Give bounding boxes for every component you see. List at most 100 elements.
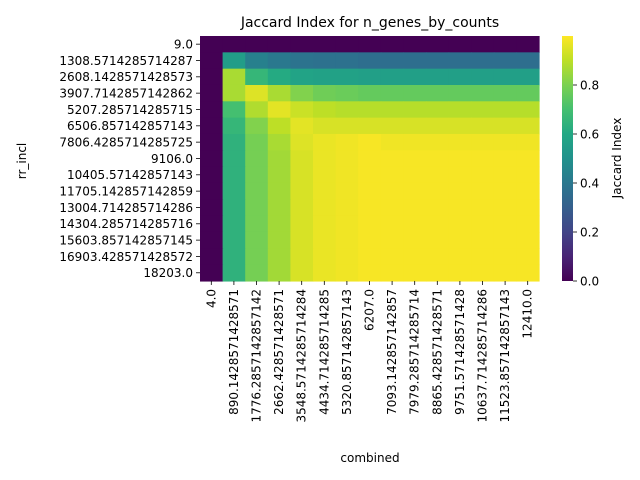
heatmap-cell	[493, 199, 517, 217]
heatmap-cell	[380, 68, 404, 86]
heatmap-cell	[403, 215, 427, 233]
heatmap-cell	[335, 68, 359, 86]
x-tick-label: 4.0	[204, 289, 218, 308]
heatmap-cell	[380, 84, 404, 102]
heatmap-cell	[516, 133, 540, 151]
heatmap-cell	[200, 199, 224, 217]
heatmap-cell	[516, 84, 540, 102]
heatmap-cell	[380, 182, 404, 200]
heatmap-cell	[200, 150, 224, 168]
heatmap-cell	[267, 68, 291, 86]
x-tick-label: 5320.857142857143	[340, 289, 354, 415]
heatmap-cell	[493, 248, 517, 266]
heatmap-cell	[448, 199, 472, 217]
x-tick-label: 1776.2857142857142	[250, 289, 264, 423]
heatmap-cell	[358, 117, 382, 135]
heatmap-cell	[471, 215, 495, 233]
heatmap-cell	[267, 231, 291, 249]
y-axis-label: rr_incl	[15, 143, 29, 180]
heatmap-cell	[313, 150, 337, 168]
heatmap-cell	[358, 68, 382, 86]
heatmap-cell	[245, 182, 269, 200]
y-tick-label: 16903.428571428572	[59, 250, 193, 264]
heatmap-cell	[358, 133, 382, 151]
heatmap-cell	[358, 182, 382, 200]
heatmap-cell	[403, 84, 427, 102]
heatmap-cell	[290, 199, 314, 217]
heatmap-cell	[335, 117, 359, 135]
heatmap-cell	[222, 264, 246, 282]
heatmap-cell	[380, 215, 404, 233]
heatmap-cell	[245, 248, 269, 266]
heatmap-cell	[200, 182, 224, 200]
heatmap-cell	[267, 215, 291, 233]
colorbar-ticks: 0.0 0.2 0.4 0.6 0.8	[573, 78, 599, 288]
heatmap-cell	[358, 248, 382, 266]
colorbar-tick-label: 0.6	[580, 127, 599, 141]
heatmap-cell	[403, 182, 427, 200]
heatmap-cell	[290, 36, 314, 53]
heatmap-cell	[493, 101, 517, 119]
x-tick-label: 890.1428571428571	[227, 289, 241, 415]
heatmap-cell	[267, 199, 291, 217]
heatmap-cell	[290, 52, 314, 70]
heatmap-cell	[426, 215, 450, 233]
heatmap-cell	[290, 133, 314, 151]
heatmap-cell	[448, 150, 472, 168]
heatmap-cell	[403, 36, 427, 53]
heatmap-cell	[448, 248, 472, 266]
heatmap-cell	[403, 52, 427, 70]
y-tick-label: 13004.714285714286	[59, 201, 193, 215]
heatmap-cell	[358, 150, 382, 168]
heatmap-cell	[200, 133, 224, 151]
heatmap-cell	[358, 264, 382, 282]
x-axis-ticks: 4.0 890.1428571428571 1776.2857142857142 26…	[204, 280, 535, 423]
heatmap-cell	[516, 150, 540, 168]
heatmap-cell	[222, 150, 246, 168]
heatmap-cell	[380, 248, 404, 266]
heatmap-cell	[335, 36, 359, 53]
heatmap-cell	[335, 182, 359, 200]
heatmap-cell	[267, 182, 291, 200]
heatmap-cell	[222, 182, 246, 200]
heatmap-cell	[448, 117, 472, 135]
heatmap-cells	[200, 36, 540, 282]
heatmap-cell	[200, 215, 224, 233]
x-tick-label: 3548.5714285714284	[295, 289, 309, 423]
heatmap-cell	[493, 133, 517, 151]
y-tick-label: 1308.5714285714287	[59, 54, 193, 68]
heatmap-cell	[493, 68, 517, 86]
heatmap-cell	[516, 68, 540, 86]
x-tick-label: 10637.714285714286	[476, 289, 490, 423]
heatmap-cell	[245, 101, 269, 119]
heatmap-cell	[516, 264, 540, 282]
heatmap-cell	[516, 199, 540, 217]
heatmap-cell	[200, 166, 224, 184]
heatmap-cell	[516, 248, 540, 266]
y-tick-label: 5207.285714285715	[67, 103, 193, 117]
heatmap-cell	[267, 36, 291, 53]
heatmap-cell	[222, 215, 246, 233]
heatmap-cell	[358, 52, 382, 70]
heatmap-cell	[448, 182, 472, 200]
heatmap-cell	[245, 52, 269, 70]
heatmap-cell	[448, 84, 472, 102]
heatmap-cell	[426, 166, 450, 184]
heatmap-cell	[335, 133, 359, 151]
colorbar-tick-label: 0.2	[580, 225, 599, 239]
heatmap-cell	[493, 150, 517, 168]
heatmap-cell	[380, 101, 404, 119]
heatmap-cell	[448, 133, 472, 151]
colorbar	[562, 36, 573, 281]
heatmap-cell	[471, 199, 495, 217]
heatmap-cell	[516, 166, 540, 184]
heatmap-cell	[380, 36, 404, 53]
heatmap-cell	[267, 84, 291, 102]
heatmap-cell	[335, 248, 359, 266]
y-tick-label: 2608.1428571428573	[59, 70, 193, 84]
heatmap-cell	[493, 117, 517, 135]
heatmap-cell	[222, 36, 246, 53]
heatmap-cell	[380, 264, 404, 282]
heatmap-cell	[380, 199, 404, 217]
